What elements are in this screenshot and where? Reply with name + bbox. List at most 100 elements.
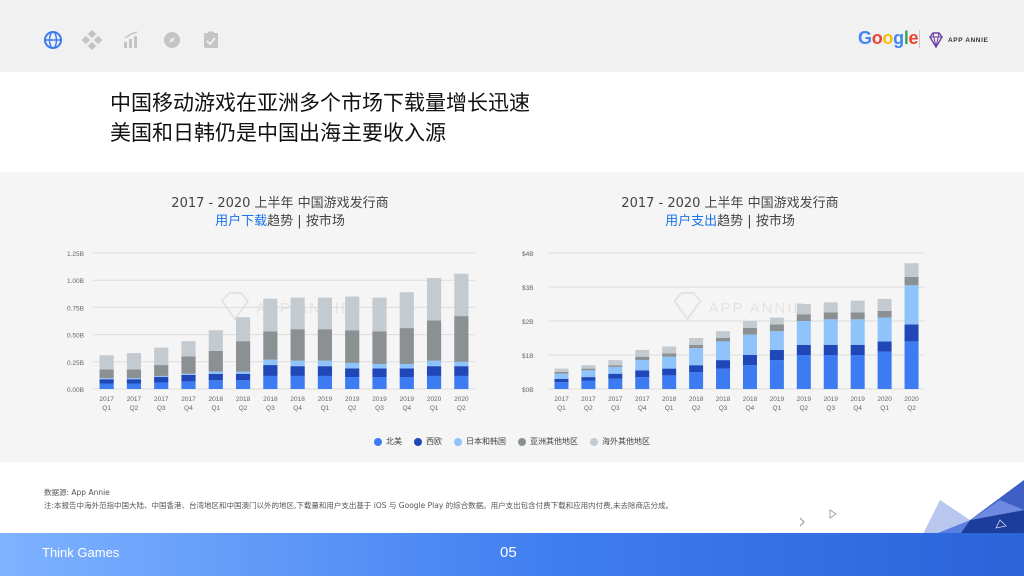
diamond-grid-icon[interactable]: [82, 30, 102, 50]
bar-segment: [99, 369, 114, 379]
x-tick-label-year: 2017: [99, 396, 114, 403]
bar-segment: [716, 341, 731, 361]
globe-icon[interactable]: [43, 30, 63, 50]
legend-item: 海外其他地区: [590, 436, 650, 447]
bar-segment: [716, 331, 731, 338]
bar-segment: [769, 324, 784, 332]
bar-segment: [263, 359, 278, 366]
x-tick-label-year: 2017: [127, 396, 142, 403]
y-tick-label: $4B: [522, 251, 534, 258]
bar-segment: [850, 355, 865, 389]
bar-segment: [317, 360, 333, 367]
downloads-chart-subtitle-highlight: 用户下载: [215, 214, 268, 229]
x-tick-label-year: 2019: [797, 396, 812, 403]
x-tick-label-year: 2017: [608, 396, 623, 403]
x-tick-label-year: 2018: [290, 396, 305, 403]
bar-segment: [769, 317, 784, 325]
source-notes: 数据源: App Annie 注:本报告中海外范指中国大陆、中国香港、台湾地区和…: [44, 486, 804, 512]
y-tick-label: 1.00B: [67, 278, 84, 285]
x-tick-label-year: 2018: [263, 396, 278, 403]
bar-segment: [454, 366, 469, 376]
x-tick-label-quarter: Q3: [157, 405, 166, 412]
bar-segment: [608, 366, 623, 374]
bar-segment: [823, 355, 838, 389]
bar-segment: [208, 373, 223, 381]
checklist-icon[interactable]: [201, 30, 221, 50]
bar-segment: [716, 338, 731, 342]
bar-segment: [426, 320, 442, 361]
bar-segment: [235, 341, 251, 372]
headline: 中国移动游戏在亚洲多个市场下载量增长迅速 美国和日韩仍是中国出海主要收入源: [110, 88, 810, 148]
y-tick-label: $2B: [522, 319, 534, 326]
compass-icon[interactable]: [162, 30, 182, 50]
bar-segment: [581, 370, 596, 378]
bar-segment: [317, 375, 333, 389]
bar-segment: [263, 365, 278, 376]
watermark-gem-icon: [673, 292, 702, 321]
bar-segment: [345, 368, 360, 378]
x-tick-label-year: 2018: [689, 396, 704, 403]
bar-segment: [372, 363, 387, 369]
bar-segment: [662, 346, 677, 354]
bar-segment: [877, 351, 892, 389]
bar-segment: [904, 263, 919, 277]
bar-segment: [635, 356, 650, 361]
bar-segment: [372, 368, 387, 378]
bar-segment: [181, 374, 196, 382]
bar-segment: [345, 362, 360, 369]
bar-segment: [235, 380, 251, 389]
bar-segment: [99, 383, 114, 389]
bar-segment: [399, 363, 414, 369]
bar-segment: [317, 297, 333, 330]
x-tick-label-quarter: Q2: [348, 405, 357, 412]
spend-bar-chart: APP ANNIE $0B $1B $2B $3B $4B 2017 Q1 2017 Q2 2017…: [522, 251, 925, 412]
x-tick-label-year: 2018: [209, 396, 224, 403]
downloads-chart-subtitle-rest: 趋势 | 按市场: [267, 214, 345, 229]
bar-segment: [877, 317, 892, 342]
watermark: APP ANNIE: [220, 292, 351, 321]
growth-chart-icon[interactable]: [122, 30, 142, 50]
watermark: APP ANNIE: [673, 292, 803, 321]
legend-item: 北美: [374, 436, 402, 447]
bar-segment: [689, 344, 704, 349]
bar-segment: [454, 273, 469, 317]
bar-segment: [662, 353, 677, 357]
bar-segment: [290, 297, 305, 330]
x-tick-label-year: 2018: [662, 396, 677, 403]
bar-segment: [662, 375, 677, 389]
spend-chart-title-line: 2017 - 2020 上半年 中国游戏发行商: [621, 196, 839, 211]
bar-segment: [372, 377, 387, 389]
bar-segment: [99, 379, 114, 384]
bar-segment: [345, 330, 360, 363]
x-tick-label-year: 2017: [554, 396, 569, 403]
bar-segment: [426, 375, 442, 389]
bar-segment: [154, 365, 169, 376]
x-tick-label-quarter: Q4: [746, 405, 755, 412]
bar-segment: [181, 381, 196, 389]
footer-brand: Think Games: [42, 545, 120, 560]
headline-line-1: 中国移动游戏在亚洲多个市场下载量增长迅速: [110, 91, 530, 115]
bar-segment: [904, 285, 919, 325]
bar-segment: [796, 321, 811, 345]
bar-segment: [399, 328, 414, 364]
bar-segment: [850, 300, 865, 313]
bar-segment: [399, 377, 414, 389]
legend-label: 北美: [386, 437, 402, 446]
bar-segment: [769, 360, 784, 389]
bar-segment: [181, 356, 196, 374]
bar-segment: [126, 383, 142, 389]
bar-segment: [904, 341, 919, 389]
x-tick-label-year: 2018: [743, 396, 758, 403]
bar-segment: [608, 360, 623, 366]
bar-segment: [290, 360, 305, 367]
x-tick-label-quarter: Q1: [321, 405, 330, 412]
legend-item: 日本和韩国: [454, 436, 506, 447]
app-annie-gem-icon: [929, 32, 943, 48]
bar-segment: [181, 373, 196, 375]
y-tick-label: 0.25B: [67, 360, 84, 367]
bar-segment: [850, 319, 865, 345]
y-tick-label: 0.75B: [67, 305, 84, 312]
x-tick-label-quarter: Q2: [584, 405, 593, 412]
bar-segment: [208, 330, 223, 351]
x-tick-label-year: 2019: [345, 396, 360, 403]
